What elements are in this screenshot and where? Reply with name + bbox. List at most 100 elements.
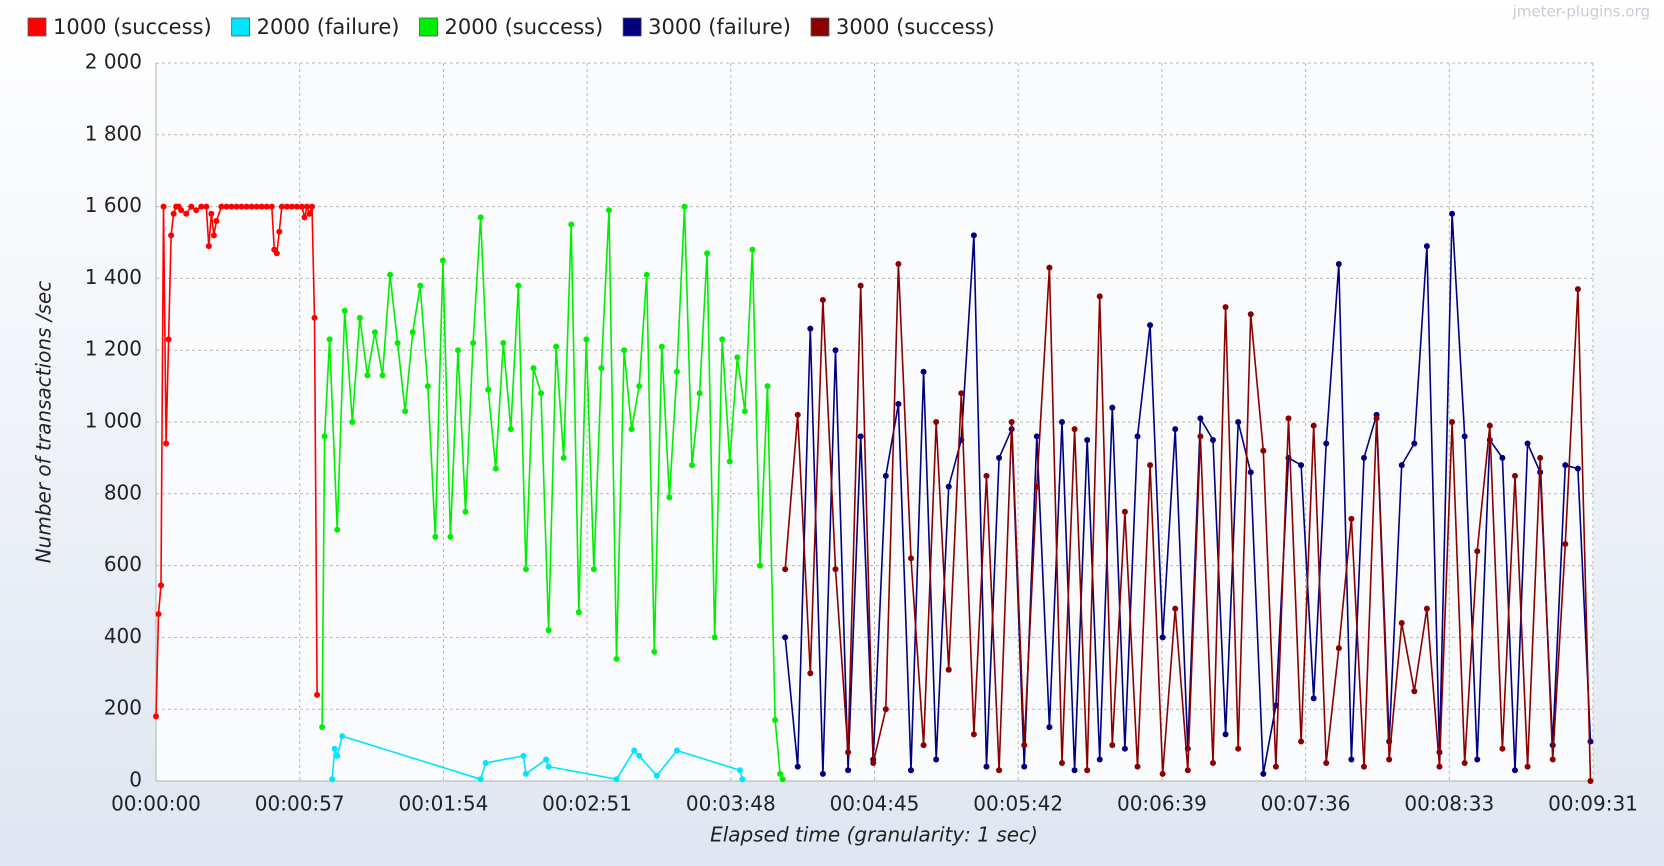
data-point: [636, 752, 643, 759]
data-point: [739, 776, 746, 783]
data-point: [568, 221, 575, 228]
data-point: [1298, 462, 1305, 469]
data-point: [1260, 770, 1267, 777]
data-point: [907, 767, 914, 774]
data-point: [819, 296, 826, 303]
data-point: [598, 365, 605, 372]
data-point: [1033, 483, 1040, 490]
data-point: [432, 533, 439, 540]
data-point: [605, 207, 612, 214]
legend-label: 1000 (success): [53, 15, 212, 39]
data-point: [794, 763, 801, 770]
data-point: [188, 203, 195, 210]
data-point: [439, 257, 446, 264]
data-point: [756, 562, 763, 569]
data-point: [832, 566, 839, 573]
data-point: [208, 210, 215, 217]
data-point: [462, 508, 469, 515]
series: [153, 203, 321, 720]
data-point: [1499, 454, 1506, 461]
data-point: [711, 634, 718, 641]
data-point: [1423, 605, 1430, 612]
data-point: [621, 347, 628, 354]
data-point: [273, 250, 280, 257]
data-point: [1574, 286, 1581, 293]
data-point: [522, 770, 529, 777]
x-tick-label: 00:00:57: [255, 792, 345, 816]
data-point: [331, 745, 338, 752]
data-point: [1121, 508, 1128, 515]
data-point: [1096, 293, 1103, 300]
data-point: [522, 566, 529, 573]
data-point: [1474, 548, 1481, 555]
data-point: [1109, 404, 1116, 411]
legend-swatch: [27, 17, 47, 37]
data-point: [777, 770, 784, 777]
data-point: [1235, 745, 1242, 752]
data-point: [651, 648, 658, 655]
data-point: [560, 454, 567, 461]
data-point: [1335, 645, 1342, 652]
x-tick-label: 00:05:42: [973, 792, 1063, 816]
series-line: [321, 206, 784, 780]
data-point: [470, 340, 477, 347]
data-point: [288, 203, 295, 210]
legend-label: 3000 (failure): [648, 15, 791, 39]
data-point: [933, 756, 940, 763]
data-point: [970, 731, 977, 738]
data-point: [253, 203, 260, 210]
data-point: [996, 767, 1003, 774]
data-point: [1172, 605, 1179, 612]
data-point: [329, 776, 336, 783]
data-point: [530, 365, 537, 372]
data-point: [163, 440, 170, 447]
data-point: [1398, 620, 1405, 627]
data-point: [349, 419, 356, 425]
data-point: [364, 372, 371, 379]
y-tick-label: 400: [104, 624, 142, 648]
data-point: [1436, 763, 1443, 770]
y-tick-label: 1 200: [85, 337, 142, 361]
data-point: [1247, 469, 1254, 476]
data-point: [1285, 415, 1292, 422]
data-point: [983, 472, 990, 479]
data-point: [1511, 767, 1518, 774]
data-point: [689, 462, 696, 469]
data-point: [500, 340, 507, 347]
data-point: [492, 465, 499, 472]
data-point: [160, 203, 167, 210]
data-point: [1121, 745, 1128, 752]
y-tick-label: 0: [129, 768, 142, 792]
data-point: [819, 770, 826, 777]
x-tick-label: 00:02:51: [542, 792, 632, 816]
data-point: [583, 336, 590, 343]
data-point: [1021, 742, 1028, 749]
data-point: [309, 203, 316, 210]
data-point: [298, 203, 305, 210]
data-point: [734, 354, 741, 361]
data-point: [1310, 422, 1317, 429]
series: [319, 203, 786, 783]
data-point: [1184, 767, 1191, 774]
data-point: [1549, 756, 1556, 763]
data-point: [545, 627, 552, 634]
data-point: [666, 494, 673, 501]
data-point: [628, 426, 635, 433]
data-point: [704, 250, 711, 257]
data-point: [870, 760, 877, 767]
data-point: [1046, 264, 1053, 271]
data-point: [178, 207, 185, 214]
data-point: [807, 325, 814, 332]
data-point: [907, 555, 914, 562]
y-tick-label: 1 000: [85, 409, 142, 433]
data-point: [782, 634, 789, 641]
data-point: [772, 716, 779, 723]
data-point: [1134, 763, 1141, 770]
y-tick-label: 800: [104, 480, 142, 504]
data-point: [1486, 422, 1493, 429]
legend-label: 2000 (success): [445, 15, 604, 39]
data-point: [485, 386, 492, 393]
data-point: [394, 340, 401, 347]
data-point: [341, 307, 348, 314]
data-point: [1071, 767, 1078, 774]
